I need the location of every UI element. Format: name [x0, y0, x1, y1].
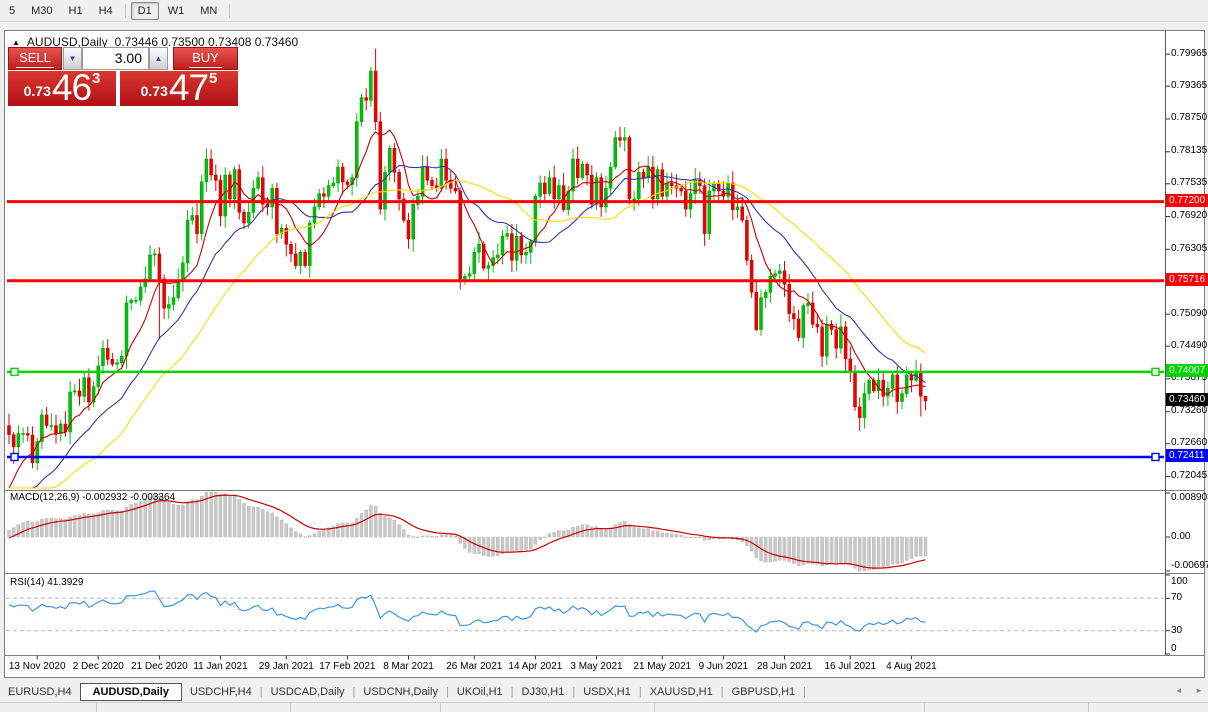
volume-input[interactable]: 3.00 [82, 47, 149, 70]
status-separator [654, 703, 655, 712]
collapse-panel-icon[interactable]: ▲ [12, 37, 20, 47]
buy-button-label: BUY [189, 50, 222, 68]
toolbar-separator [124, 3, 126, 18]
chart-tab-audusd-daily[interactable]: AUDUSD,Daily [79, 682, 182, 701]
volume-increase-button[interactable]: ▲ [149, 47, 168, 70]
tab-separator: | [510, 685, 514, 698]
volume-decrease-button[interactable]: ▼ [63, 47, 82, 70]
sell-price-display[interactable]: 0.73 46 3 [8, 67, 116, 108]
buy-price-sup: 5 [209, 70, 218, 87]
tab-separator: | [803, 685, 806, 698]
toolbar-period-W1[interactable]: W1 [167, 4, 185, 17]
tab-scroll-arrows: ◄ ► [1165, 686, 1203, 695]
chevron-up-icon: ▲ [154, 54, 163, 63]
toolbar-period-H4[interactable]: H4 [98, 4, 113, 17]
tab-separator: | [720, 685, 724, 698]
toolbar-separator [229, 3, 231, 18]
status-separator [96, 703, 97, 712]
chart-tab-ukoil-h1[interactable]: UKOil,H1 [456, 685, 503, 698]
macd-label: MACD(12,26,9) -0.002932 -0.003364 [10, 492, 176, 503]
buy-price-big: 47 [168, 67, 209, 108]
chart-title: ▲ AUDUSD,Daily 0.73446 0.73500 0.73408 0… [12, 35, 298, 49]
time-axis[interactable] [6, 656, 1165, 678]
toolbar-period-D1[interactable]: D1 [130, 1, 159, 20]
chart-tab-gbpusd-h1[interactable]: GBPUSD,H1 [731, 685, 796, 698]
status-separator [1088, 703, 1089, 712]
toolbar-period-MN[interactable]: MN [200, 4, 218, 17]
toolbar-period-5[interactable]: 5 [9, 4, 16, 17]
tab-separator: | [638, 685, 642, 698]
status-separator [440, 703, 441, 712]
status-bar [0, 702, 1208, 712]
buy-price-display[interactable]: 0.73 47 5 [120, 67, 238, 108]
chart-tab-eurusd-h4[interactable]: EURUSD,H4 [8, 685, 72, 698]
toolbar-period-H1[interactable]: H1 [68, 4, 83, 17]
chart-tab-xauusd-h1[interactable]: XAUUSD,H1 [649, 685, 713, 698]
tab-scroll-right-icon[interactable]: ► [1195, 686, 1203, 695]
chart-tab-usdcnh-daily[interactable]: USDCNH,Daily [363, 685, 438, 698]
tab-separator: | [352, 685, 356, 698]
chart-tab-usdchf-h4[interactable]: USDCHF,H4 [189, 685, 252, 698]
chart-ohlc-values: 0.73446 0.73500 0.73408 0.73460 [114, 35, 299, 49]
sell-price-sup: 3 [92, 70, 101, 87]
tab-separator: | [259, 685, 263, 698]
status-separator [924, 703, 925, 712]
timeframe-toolbar: 5 M30 H1 H4 D1 W1 MN [0, 0, 1208, 22]
chevron-down-icon: ▼ [68, 54, 77, 63]
tab-separator: | [445, 685, 449, 698]
sell-button-label: SELL [16, 50, 54, 68]
sell-button[interactable]: SELL [8, 47, 62, 70]
sell-price-big: 46 [51, 67, 92, 108]
tab-separator: | [572, 685, 576, 698]
buy-price-prefix: 0.73 [140, 83, 168, 99]
tab-scroll-left-icon[interactable]: ◄ [1174, 686, 1183, 695]
chart-tab-bar: EURUSD,H4 AUDUSD,Daily USDCHF,H4 | USDCAD,Da… [0, 681, 1208, 702]
chart-tab-usdcad-daily[interactable]: USDCAD,Daily [270, 685, 345, 698]
chart-tab-usdx-h1[interactable]: USDX,H1 [583, 685, 631, 698]
chart-symbol-period: AUDUSD,Daily [26, 35, 108, 49]
price-axis[interactable] [1166, 31, 1208, 655]
toolbar-period-M30[interactable]: M30 [31, 4, 53, 17]
buy-button[interactable]: BUY [173, 47, 238, 70]
status-separator [290, 703, 291, 712]
chart-tab-dj30-h1[interactable]: DJ30,H1 [521, 685, 565, 698]
rsi-label: RSI(14) 41.3929 [10, 577, 84, 588]
sell-price-prefix: 0.73 [23, 83, 51, 99]
